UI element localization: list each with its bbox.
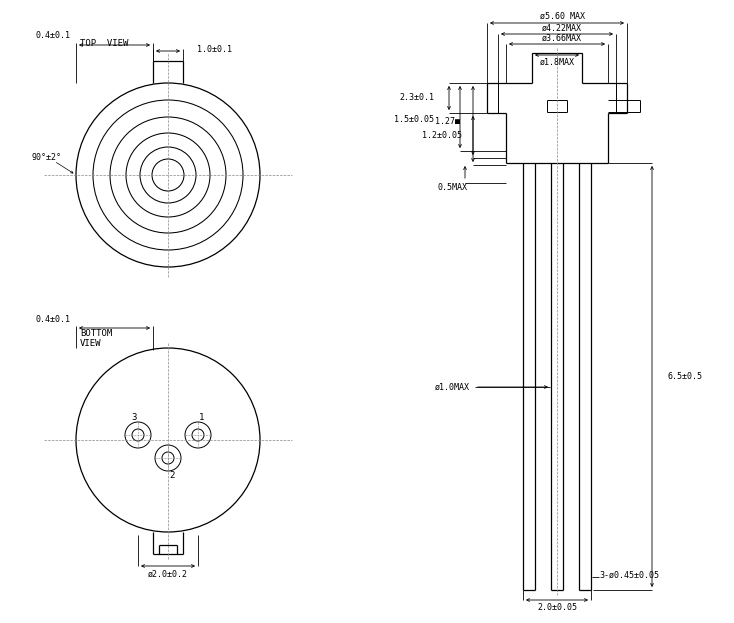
Text: 1.2±0.05: 1.2±0.05 [422, 131, 462, 140]
Text: TOP  VIEW: TOP VIEW [80, 39, 128, 47]
Text: ø1.0MAX: ø1.0MAX [435, 383, 470, 391]
Text: 3-ø0.45±0.05: 3-ø0.45±0.05 [599, 571, 659, 579]
Text: 1: 1 [200, 414, 205, 422]
Text: 1.0±0.1: 1.0±0.1 [197, 45, 233, 54]
Text: 0.4±0.1: 0.4±0.1 [36, 32, 71, 40]
Text: ø3.66MAX: ø3.66MAX [542, 34, 582, 42]
Text: ø2.0±0.2: ø2.0±0.2 [148, 569, 188, 579]
Text: 3: 3 [131, 414, 137, 422]
Text: ø5.60 MAX: ø5.60 MAX [539, 11, 584, 21]
Text: 6.5±0.5: 6.5±0.5 [667, 372, 702, 381]
Text: 0.5MAX: 0.5MAX [437, 183, 467, 191]
Text: 2.3±0.1: 2.3±0.1 [399, 93, 434, 103]
Text: 1.5±0.05: 1.5±0.05 [394, 115, 434, 125]
Text: BOTTOM: BOTTOM [80, 330, 112, 338]
Text: ø4.22MAX: ø4.22MAX [542, 24, 582, 32]
Text: 2.0±0.05: 2.0±0.05 [537, 604, 577, 612]
Text: ø1.8MAX: ø1.8MAX [539, 57, 575, 67]
Text: 1.27■: 1.27■ [435, 118, 460, 126]
Text: 2: 2 [170, 470, 175, 480]
Text: 0.4±0.1: 0.4±0.1 [36, 315, 71, 323]
Text: VIEW: VIEW [80, 338, 101, 348]
Text: 90°±2°: 90°±2° [31, 153, 61, 161]
